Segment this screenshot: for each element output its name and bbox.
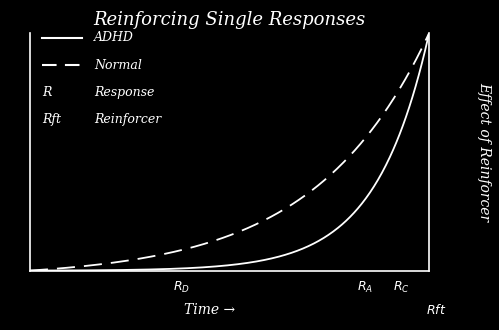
Text: Normal: Normal — [94, 59, 142, 72]
Text: Rft: Rft — [42, 113, 61, 126]
Text: Effect of Reinforcer: Effect of Reinforcer — [477, 82, 491, 221]
Text: Response: Response — [94, 86, 154, 99]
Text: R: R — [42, 86, 51, 99]
Text: Time →: Time → — [184, 303, 235, 317]
Text: ADHD: ADHD — [94, 31, 134, 44]
Text: $R_C$: $R_C$ — [393, 280, 410, 295]
Text: Reinforcer: Reinforcer — [94, 113, 161, 126]
Title: Reinforcing Single Responses: Reinforcing Single Responses — [93, 11, 366, 29]
Text: $R_A$: $R_A$ — [357, 280, 373, 295]
Text: $R_D$: $R_D$ — [173, 280, 190, 295]
Text: $Rft$: $Rft$ — [427, 303, 447, 317]
